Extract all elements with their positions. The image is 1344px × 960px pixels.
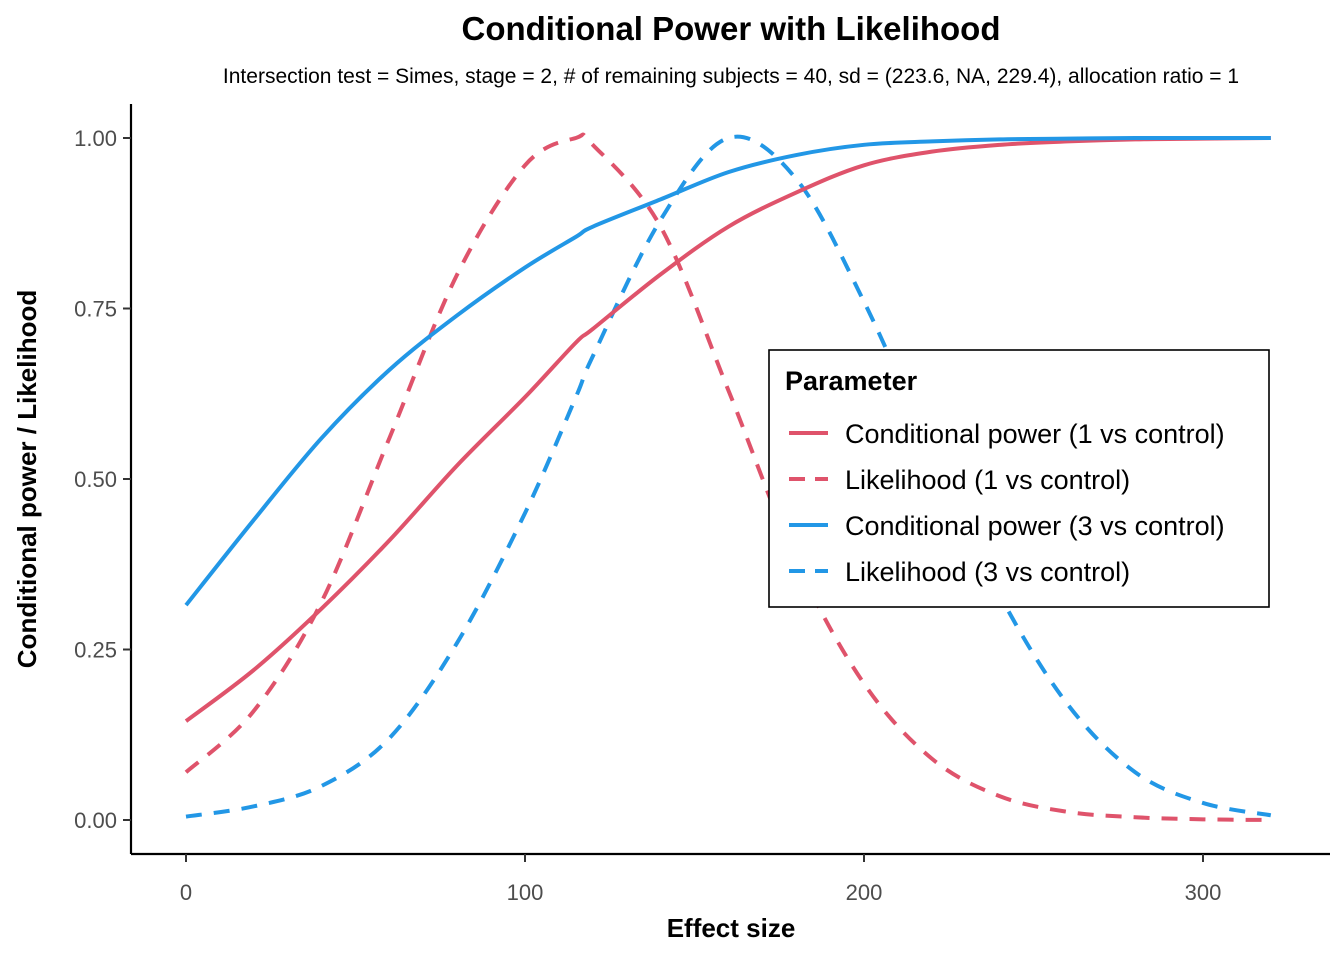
y-tick-label: 0.75 xyxy=(74,297,117,322)
x-tick-label: 300 xyxy=(1185,880,1222,905)
y-tick-label: 0.00 xyxy=(74,808,117,833)
x-tick-label: 0 xyxy=(180,880,192,905)
x-axis-ticks: 0 100 200 300 xyxy=(180,854,1221,905)
series-line-conditional-power-1-vs-control xyxy=(184,136,1271,723)
legend: Parameter Conditional power (1 vs contro… xyxy=(768,349,1270,608)
series-line-conditional-power-3-vs-control xyxy=(184,135,1271,607)
y-tick-label: 1.00 xyxy=(74,126,117,151)
legend-label: Likelihood (1 vs control) xyxy=(845,465,1130,495)
legend-label: Likelihood (3 vs control) xyxy=(845,557,1130,587)
y-tick-label: 0.25 xyxy=(74,638,117,663)
x-axis-title: Effect size xyxy=(667,913,796,943)
y-axis-title: Conditional power / Likelihood xyxy=(12,290,42,668)
chart-title: Conditional Power with Likelihood xyxy=(462,10,1001,47)
series-line-likelihood-3-vs-control xyxy=(185,134,1272,819)
y-axis-ticks: 0.00 0.25 0.50 0.75 1.00 xyxy=(74,126,131,833)
plot-area xyxy=(184,132,1272,822)
legend-items: Conditional power (1 vs control) Likeliho… xyxy=(789,419,1225,587)
legend-title: Parameter xyxy=(785,366,918,396)
legend-label: Conditional power (3 vs control) xyxy=(845,511,1225,541)
x-tick-label: 200 xyxy=(846,880,883,905)
y-tick-label: 0.50 xyxy=(74,467,117,492)
x-tick-label: 100 xyxy=(507,880,544,905)
legend-box xyxy=(768,349,1270,608)
legend-label: Conditional power (1 vs control) xyxy=(845,419,1225,449)
chart-subtitle: Intersection test = Simes, stage = 2, # … xyxy=(223,65,1239,88)
